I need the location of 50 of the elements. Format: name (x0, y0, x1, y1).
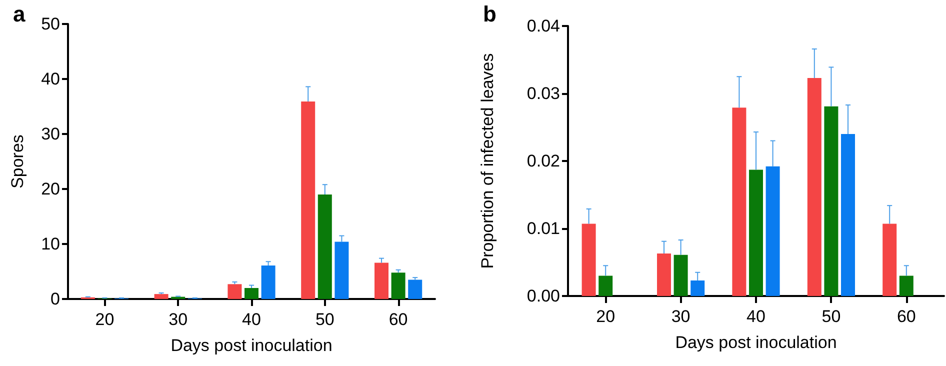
bar (841, 134, 855, 296)
x-axis-title: Days post inoculation (675, 333, 837, 352)
bar (301, 102, 316, 299)
bar (824, 106, 838, 296)
x-tick-label: 20 (95, 310, 114, 329)
y-tick-label: 0.04 (526, 16, 560, 36)
chart-title: b (483, 2, 496, 26)
bar (766, 166, 780, 296)
x-tick-label: 40 (242, 310, 261, 329)
x-tick-label: 20 (596, 307, 616, 326)
x-tick-label: 30 (671, 307, 690, 326)
y-tick-label: 20 (41, 180, 60, 198)
bar (657, 253, 671, 296)
x-axis-title: Days post inoculation (170, 336, 332, 355)
bar (582, 224, 596, 296)
bar (318, 194, 332, 299)
bar (749, 170, 763, 296)
y-tick-label: 0.02 (526, 152, 560, 170)
bar (334, 242, 349, 299)
bar (228, 284, 242, 299)
y-tick-label: 0 (50, 290, 60, 308)
bar (674, 254, 688, 296)
y-tick-label: 0.03 (526, 84, 560, 103)
bar (154, 294, 168, 299)
bar (899, 276, 914, 296)
x-tick-label: 50 (822, 307, 841, 326)
bar (732, 108, 746, 296)
x-tick-label: 60 (896, 307, 916, 326)
bar (598, 276, 613, 296)
y-axis-title: Spores (8, 134, 27, 188)
y-tick-label: 40 (41, 70, 60, 88)
bar (261, 265, 276, 299)
y-axis-title: Proportion of infected leaves (478, 53, 497, 269)
y-tick-label: 10 (41, 234, 60, 254)
x-tick-label: 60 (388, 310, 408, 329)
chart-title: a (13, 2, 26, 26)
bar (408, 280, 422, 299)
y-tick-label: 0.00 (526, 286, 560, 306)
x-tick-label: 30 (168, 310, 188, 329)
y-tick-label: 0.01 (526, 219, 560, 238)
bar (391, 272, 406, 299)
bar (244, 288, 258, 299)
bar (690, 280, 705, 296)
bar (882, 224, 897, 296)
y-tick-label: 50 (41, 14, 60, 34)
y-tick-label: 30 (41, 124, 60, 144)
bar (807, 78, 822, 296)
x-tick-label: 50 (315, 310, 334, 329)
x-tick-label: 40 (746, 307, 766, 326)
bar (374, 262, 388, 299)
